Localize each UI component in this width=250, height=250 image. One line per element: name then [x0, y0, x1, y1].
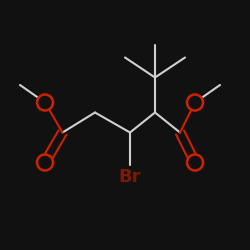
Circle shape — [187, 94, 203, 110]
Circle shape — [187, 154, 203, 170]
Text: Br: Br — [119, 168, 141, 186]
Circle shape — [37, 154, 53, 170]
Circle shape — [37, 94, 53, 110]
